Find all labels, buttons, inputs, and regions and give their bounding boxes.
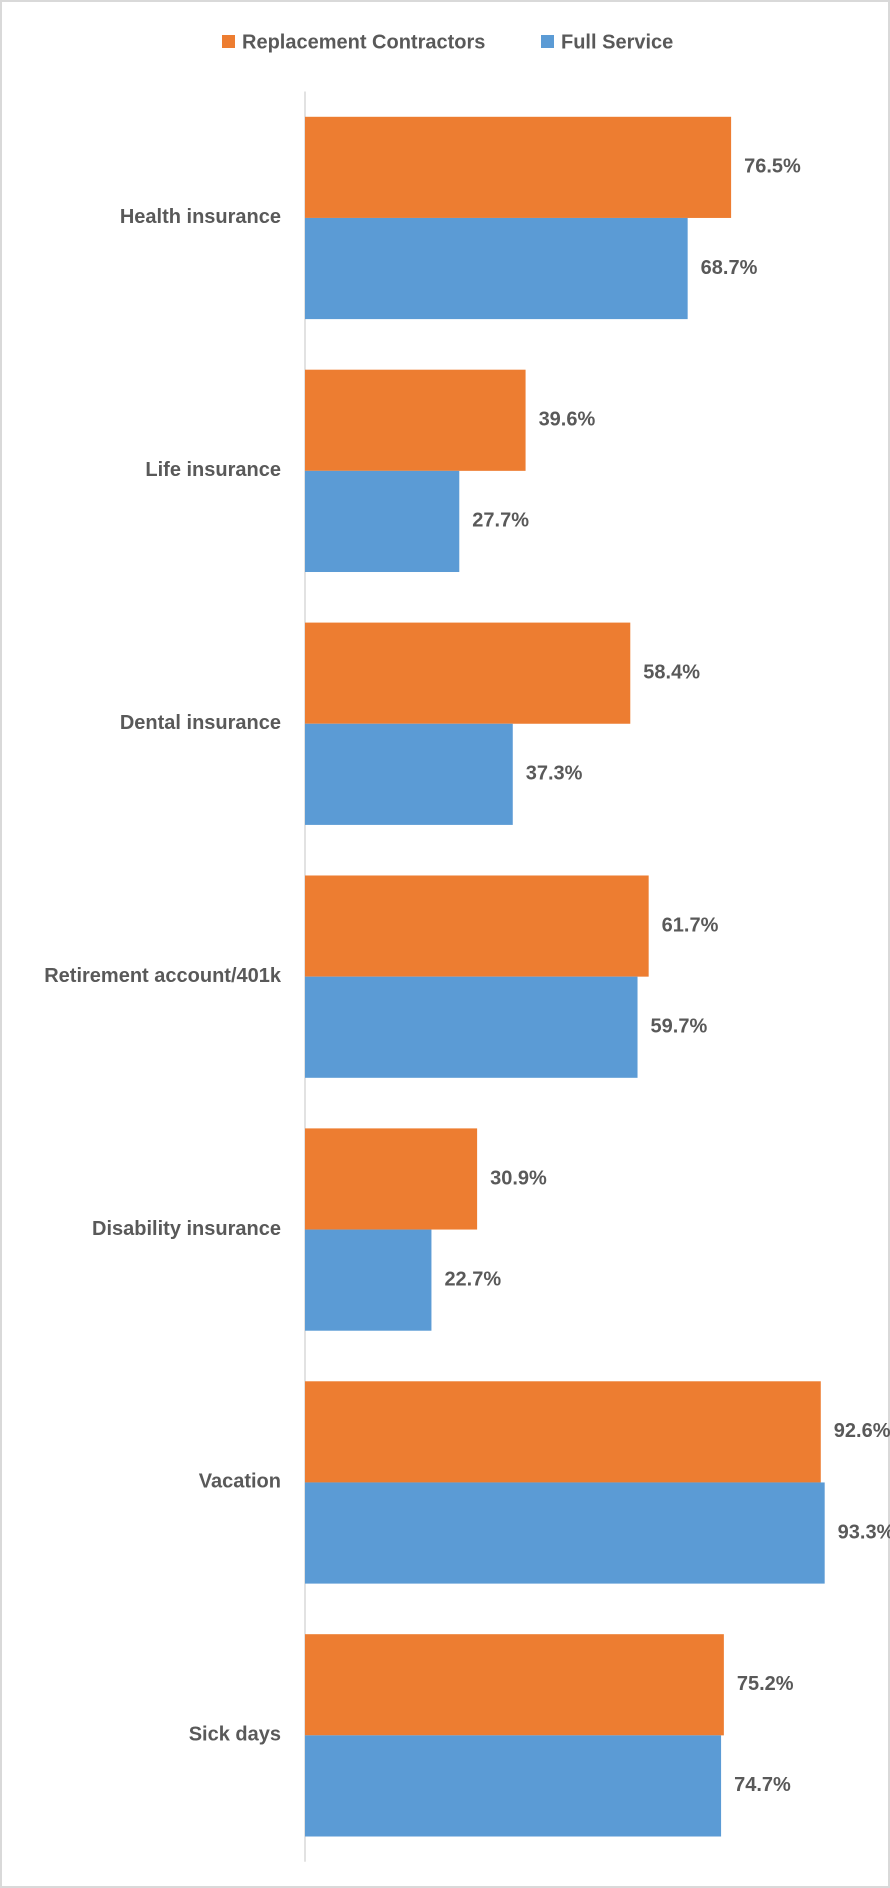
data-label: 27.7% [472,510,529,532]
bar [305,470,460,573]
bar [305,1128,478,1230]
data-label: 22.7% [444,1268,501,1290]
bar [305,976,638,1078]
bar [305,1482,825,1584]
y-tick-label: Sick days [189,1724,281,1746]
bar [305,369,526,471]
legend-label: Full Service [561,31,673,53]
data-label: 74.7% [734,1774,791,1796]
legend-swatch [541,35,554,48]
bar [305,1381,821,1483]
data-label: 39.6% [539,409,596,431]
data-label: 59.7% [651,1016,708,1038]
data-label: 37.3% [526,763,583,785]
y-tick-label: Dental insurance [120,712,281,734]
bar [305,1735,722,1837]
data-label: 61.7% [662,914,719,936]
data-label: 76.5% [744,156,801,178]
data-label: 30.9% [490,1167,547,1189]
bar [305,116,732,218]
y-tick-label: Retirement account/401k [44,965,282,987]
y-tick-label: Life insurance [145,459,281,481]
data-label: 68.7% [701,257,758,279]
data-label: 93.3% [838,1521,890,1543]
data-label: 75.2% [737,1673,794,1695]
data-label: 92.6% [834,1420,890,1442]
bar [305,1634,724,1736]
bar [305,622,631,724]
y-tick-label: Health insurance [120,206,281,228]
bar [305,217,688,320]
y-tick-label: Vacation [199,1471,281,1493]
y-tick-label: Disability insurance [92,1218,281,1240]
bar [305,723,513,825]
bar [305,1229,432,1331]
bar [305,875,649,977]
legend-swatch [222,35,235,48]
data-label: 58.4% [643,661,700,683]
legend-label: Replacement Contractors [242,31,485,53]
